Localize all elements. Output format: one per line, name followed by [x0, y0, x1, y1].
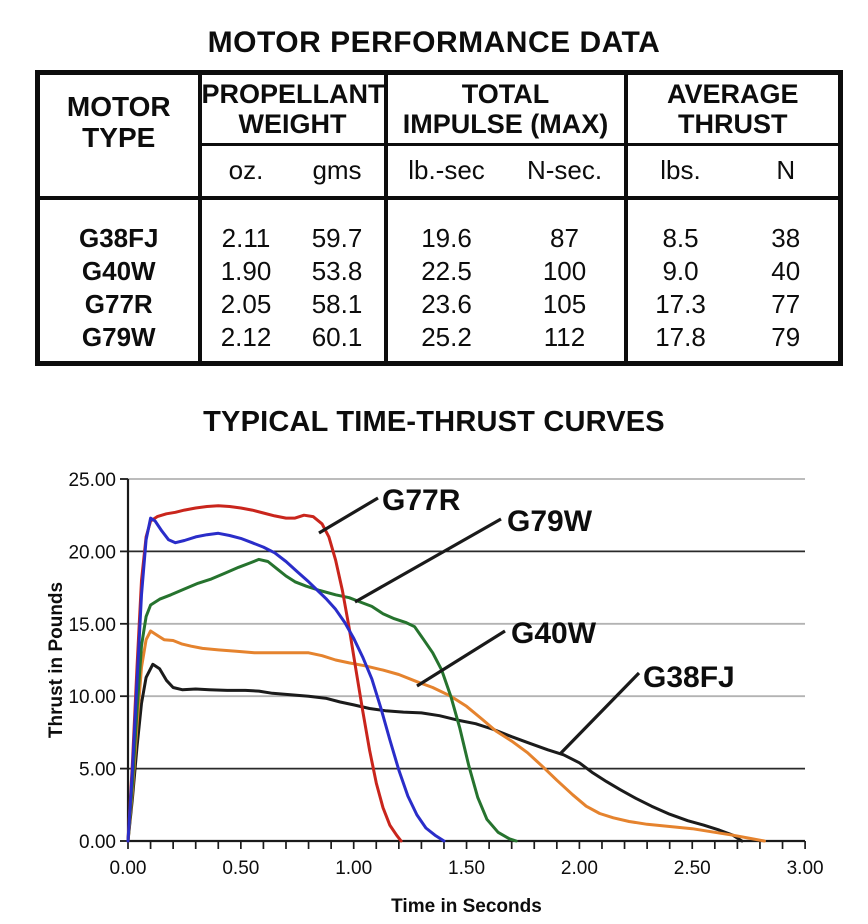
curve-label: G79W	[507, 505, 593, 538]
chart-title: TYPICAL TIME-THRUST CURVES	[203, 406, 665, 438]
value-column: 87 100 105 112	[506, 198, 626, 364]
value-cell: 2.12	[220, 321, 272, 352]
value-cell: 38	[771, 222, 801, 253]
y-tick-label: 10.00	[68, 687, 116, 708]
value-cell: 25.2	[421, 321, 472, 352]
x-tick-label: 1.50	[448, 858, 485, 879]
value-cell: 100	[542, 255, 587, 286]
curve-label: G38FJ	[643, 661, 735, 694]
label-leader-line	[318, 496, 379, 535]
value-cell: 105	[542, 288, 587, 319]
value-cell: 17.8	[655, 321, 706, 352]
col-header-motor-type-line2: TYPE	[82, 122, 156, 154]
motor-performance-table-wrap: MOTOR TYPE PROPELLANT WEIGHT TOTAL IMPUL…	[35, 70, 844, 366]
motor-name: G40W	[81, 255, 156, 286]
value-cell: 17.3	[655, 288, 706, 319]
value-column: 38 40 77 79	[734, 198, 841, 364]
col-header-motor-type: MOTOR TYPE	[37, 72, 200, 200]
x-axis-title: Time in Seconds	[391, 896, 542, 917]
col-header-total-impulse-line2: IMPULSE (MAX)	[402, 109, 609, 139]
motor-name: G38FJ	[79, 222, 159, 253]
unit-header-n-sec: N-sec.	[505, 144, 626, 200]
motor-name: G77R	[84, 288, 153, 319]
x-tick-label: 3.00	[787, 858, 824, 879]
value-cell: 23.6	[421, 288, 472, 319]
col-header-average-thrust-line2: THRUST	[678, 109, 788, 139]
col-header-average-thrust: AVERAGE THRUST	[623, 72, 841, 146]
col-header-total-impulse: TOTAL IMPULSE (MAX)	[383, 72, 626, 146]
unit-header-oz: oz.	[197, 144, 291, 200]
unit-header-lbs: lbs.	[623, 144, 734, 200]
x-tick-label: 1.00	[335, 858, 372, 879]
main-title: MOTOR PERFORMANCE DATA	[207, 26, 661, 59]
unit-header-gms: gms	[290, 144, 386, 200]
curve-G40W	[126, 629, 766, 843]
col-header-propellant-weight-line2: WEIGHT	[238, 109, 347, 139]
label-leader-line	[416, 629, 506, 688]
col-header-motor-type-line1: MOTOR	[66, 91, 171, 123]
y-tick-label: 25.00	[68, 470, 116, 491]
value-cell: 9.0	[662, 255, 699, 286]
label-leader-line	[354, 517, 502, 604]
col-header-average-thrust-line1: AVERAGE	[667, 79, 799, 109]
y-tick-label: 20.00	[68, 542, 116, 563]
value-column: 59.7 53.8 58.1 60.1	[291, 198, 386, 364]
value-cell: 77	[771, 288, 801, 319]
motor-performance-table: MOTOR TYPE PROPELLANT WEIGHT TOTAL IMPUL…	[35, 70, 844, 366]
value-cell: 112	[543, 321, 586, 352]
curve-G79W	[126, 557, 518, 843]
motor-name: G79W	[81, 321, 156, 352]
value-cell: 22.5	[421, 255, 472, 286]
y-tick-label: 0.00	[79, 832, 116, 853]
x-tick-label: 0.00	[110, 858, 147, 879]
value-cell: 2.05	[220, 288, 272, 319]
value-cell: 40	[771, 255, 801, 286]
curve-label: G77R	[382, 484, 461, 517]
curve-G77R	[126, 504, 403, 843]
value-cell: 60.1	[311, 321, 363, 352]
label-leader-line	[558, 671, 641, 756]
value-cell: 53.8	[311, 255, 363, 286]
value-cell: 59.7	[311, 222, 363, 253]
x-tick-label: 2.00	[561, 858, 598, 879]
value-cell: 58.1	[311, 288, 363, 319]
x-tick-label: 2.50	[674, 858, 711, 879]
value-cell: 8.5	[662, 222, 699, 253]
y-axis-title: Thrust in Pounds	[46, 582, 67, 738]
motor-name-column: G38FJ G40W G77R G79W	[38, 198, 200, 364]
value-cell: 19.6	[421, 222, 472, 253]
curve-unlabeled	[126, 516, 446, 843]
curve-G38FJ	[126, 662, 744, 843]
value-column: 8.5 9.0 17.3 17.8	[623, 197, 734, 364]
unit-header-lb-sec: lb.-sec	[383, 144, 506, 200]
curve-label: G40W	[511, 617, 597, 650]
value-cell: 87	[550, 222, 579, 253]
value-cell: 1.90	[220, 255, 272, 286]
y-tick-label: 15.00	[68, 615, 116, 636]
col-header-propellant-weight-line1: PROPELLANT	[201, 79, 385, 109]
value-cell: 79	[771, 321, 801, 352]
col-header-total-impulse-line1: TOTAL	[461, 79, 550, 109]
value-column: 19.6 22.5 23.6 25.2	[383, 197, 506, 364]
col-header-propellant-weight: PROPELLANT WEIGHT	[197, 72, 386, 146]
y-tick-label: 5.00	[79, 760, 116, 781]
value-column: 2.11 1.90 2.05 2.12	[197, 197, 291, 364]
x-tick-label: 0.50	[222, 858, 259, 879]
table-data-row: G38FJ G40W G77R G79W 2.11 1.90 2.05 2.12 59.7 53.…	[38, 197, 841, 364]
unit-header-n: N	[733, 144, 841, 200]
value-cell: 2.11	[221, 222, 271, 253]
